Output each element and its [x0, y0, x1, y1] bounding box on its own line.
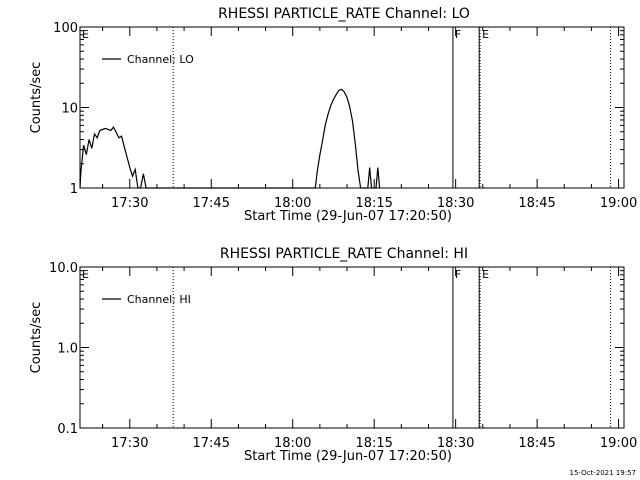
footer-timestamp: 15-Oct-2021 19:57 [570, 469, 636, 477]
chart-title: RHESSI PARTICLE_RATE Channel: HI [220, 246, 468, 262]
corner-event-label: E [82, 268, 89, 281]
x-tick-label: 17:45 [193, 196, 230, 211]
x-tick-label: 18:00 [274, 196, 311, 211]
x-tick-label: 18:15 [355, 436, 392, 451]
event-marker-label: F [455, 28, 461, 41]
series-line [79, 88, 381, 189]
y-tick-label: 10 [61, 102, 78, 117]
legend-entry: Channel: LO [127, 53, 194, 66]
y-axis-label: Counts/sec [29, 302, 44, 374]
x-tick-label: 17:45 [193, 436, 230, 451]
corner-event-label: E [82, 28, 89, 41]
chart-panels: RHESSI PARTICLE_RATE Channel: LO Start Ti… [29, 6, 637, 464]
chart-panel: RHESSI PARTICLE_RATE Channel: LO Start Ti… [29, 6, 637, 224]
x-tick-label: 18:30 [437, 196, 474, 211]
x-tick-label: 18:30 [437, 436, 474, 451]
chart-panel: RHESSI PARTICLE_RATE Channel: HI Start Ti… [29, 246, 637, 464]
event-marker-label: F [455, 268, 461, 281]
y-tick-label: 100 [53, 21, 78, 36]
x-tick-label: 17:30 [111, 196, 148, 211]
y-tick-label: 10.0 [49, 261, 78, 276]
x-tick-label: 19:00 [600, 196, 637, 211]
x-tick-label: 18:45 [518, 196, 555, 211]
x-tick-label: 18:45 [518, 436, 555, 451]
x-tick-label: 18:00 [274, 436, 311, 451]
x-tick-label: 19:00 [600, 436, 637, 451]
x-tick-label: 18:15 [355, 196, 392, 211]
event-marker-label: E [482, 268, 489, 281]
y-axis-label: Counts/sec [29, 62, 44, 134]
x-axis-label: Start Time (29-Jun-07 17:20:50) [244, 449, 452, 464]
x-axis-label: Start Time (29-Jun-07 17:20:50) [244, 209, 452, 224]
chart-title: RHESSI PARTICLE_RATE Channel: LO [218, 6, 470, 22]
event-marker-label: E [482, 28, 489, 41]
y-tick-label: 0.1 [57, 422, 78, 437]
x-tick-label: 17:30 [111, 436, 148, 451]
y-tick-label: 1 [70, 182, 78, 197]
y-tick-label: 1.0 [57, 342, 78, 357]
legend-entry: Channel: HI [127, 293, 191, 306]
